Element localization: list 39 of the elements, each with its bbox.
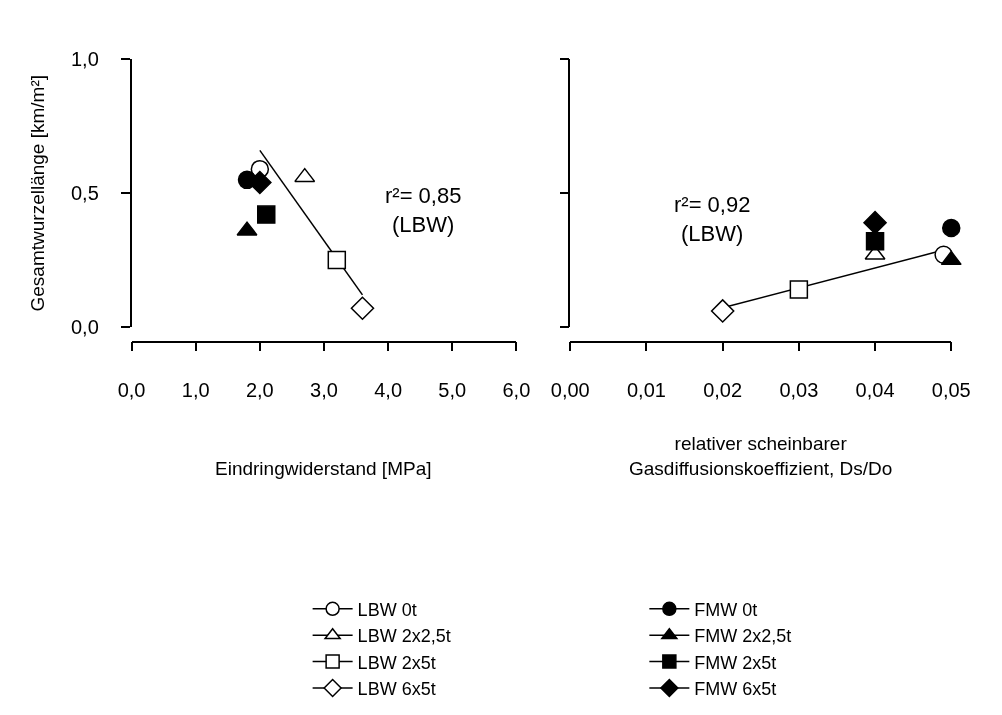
legend-label: FMW 6x5t [694,679,777,700]
x-tick-label: 5,0 [438,379,467,402]
annotation: r²= 0,85 (LBW) [385,183,462,237]
y-tick-label: 0,5 [71,182,99,205]
y-tick-label: 0,0 [71,315,99,338]
x-tick-label: 0,00 [550,379,590,402]
point [865,232,885,251]
x-tick-label: 1,0 [181,379,210,402]
x-axis-title: Eindringwiderstand [MPa] [215,458,432,479]
x-tick-label: 2,0 [245,379,274,402]
x-axis-title: relativer scheinbarer Gasdiffusionskoeffizient, Ds/Do [629,433,893,479]
legend-label: LBW 6x5t [357,679,436,700]
point [350,296,375,321]
legend-label: LBW 2x2,5t [357,626,451,647]
y-axis-title: Gesamtwurzellänge [km/m²] [27,74,49,312]
x-tick-label: 0,02 [703,379,743,402]
point [942,218,961,238]
annotation: r²= 0,92 (LBW) [674,192,751,246]
x-tick-label: 0,03 [779,379,819,402]
point [257,205,276,224]
legend-label: FMW 2x5t [694,652,777,673]
point [294,167,316,183]
legend-label: LBW 2x5t [357,652,436,673]
point [710,299,735,323]
x-tick-label: 3,0 [310,379,338,402]
legend-label: LBW 0t [357,599,417,620]
y-tick-label: 1,0 [71,48,99,71]
legend-label: FMW 2x2,5t [694,626,792,647]
x-tick-label: 0,01 [627,379,666,402]
point [863,210,887,235]
legend-label: FMW 0t [694,599,758,620]
x-tick-label: 0,04 [855,379,895,402]
x-tick-label: 6,0 [502,379,531,402]
point [789,280,809,299]
point [327,250,347,270]
x-tick-label: 0,05 [931,379,971,402]
x-tick-label: 0,0 [117,379,146,402]
point [940,250,962,266]
x-tick-label: 4,0 [374,379,403,402]
